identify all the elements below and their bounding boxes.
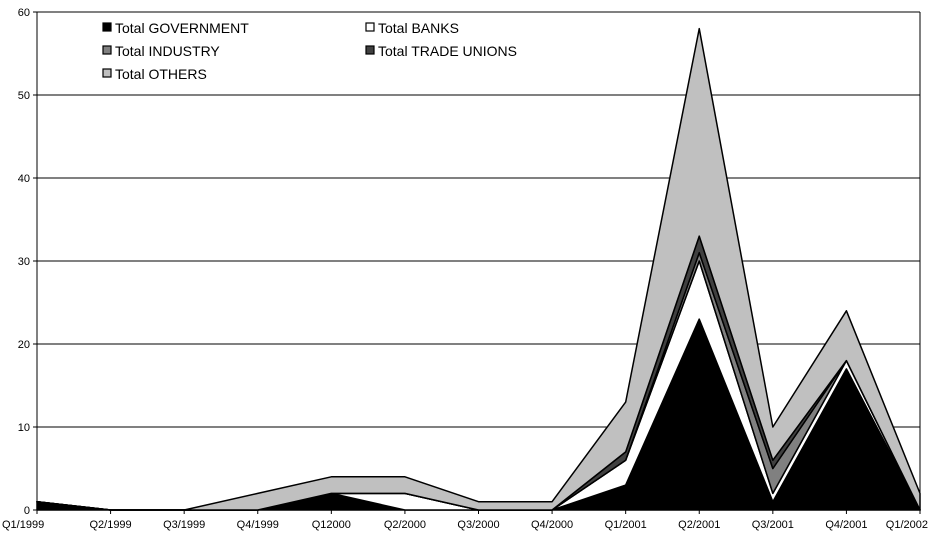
x-tick-label: Q12000	[312, 519, 351, 531]
x-tick-label: Q2/1999	[89, 519, 131, 531]
y-tick-label: 10	[18, 422, 30, 434]
x-tick-label: Q3/1999	[163, 519, 205, 531]
series-areas	[36, 27, 921, 511]
legend-label: Total OTHERS	[115, 66, 207, 82]
legend-swatch	[102, 68, 112, 78]
legend-label: Total GOVERNMENT	[115, 20, 249, 36]
legend-swatch	[102, 45, 112, 55]
x-tick-label: Q1/2001	[605, 519, 647, 531]
legend-swatch	[365, 45, 375, 55]
y-tick-label: 50	[18, 90, 30, 102]
legend-item: Total OTHERS	[102, 66, 207, 82]
y-tick-label: 60	[18, 7, 30, 19]
legend-item: Total BANKS	[365, 20, 459, 36]
y-tick-labels: 0 10 20 30 40 50 60	[18, 7, 30, 517]
y-tick-label: 30	[18, 256, 30, 268]
series-area-1	[36, 260, 921, 511]
legend-swatch	[102, 22, 112, 32]
x-tick-label: Q2/2000	[384, 519, 426, 531]
x-tick-labels: Q1/1999 Q2/1999 Q3/1999 Q4/1999 Q12000 Q2/200…	[2, 519, 928, 531]
y-tick-label: 20	[18, 339, 30, 351]
legend-item: Total GOVERNMENT	[102, 20, 249, 36]
legend-swatch	[365, 22, 375, 32]
series-area-4	[36, 27, 921, 511]
x-tick-label: Q1/2002	[886, 519, 928, 531]
y-tick-label: 0	[24, 505, 30, 517]
y-tick-label: 40	[18, 173, 30, 185]
x-tick-label: Q4/2000	[531, 519, 573, 531]
x-tick-label: Q3/2000	[457, 519, 499, 531]
x-tick-label: Q1/1999	[2, 519, 44, 531]
legend: Total GOVERNMENT Total BANKS Total INDUSTR…	[102, 20, 517, 82]
axes	[33, 11, 921, 514]
legend-item: Total TRADE UNIONS	[365, 43, 517, 59]
legend-label: Total BANKS	[378, 20, 459, 36]
x-tick-label: Q4/1999	[237, 519, 279, 531]
legend-label: Total TRADE UNIONS	[378, 43, 517, 59]
x-tick-label: Q4/2001	[825, 519, 867, 531]
legend-label: Total INDUSTRY	[115, 43, 220, 59]
x-tick-label: Q2/2001	[678, 519, 720, 531]
legend-item: Total INDUSTRY	[102, 43, 220, 59]
x-tick-label: Q3/2001	[752, 519, 794, 531]
